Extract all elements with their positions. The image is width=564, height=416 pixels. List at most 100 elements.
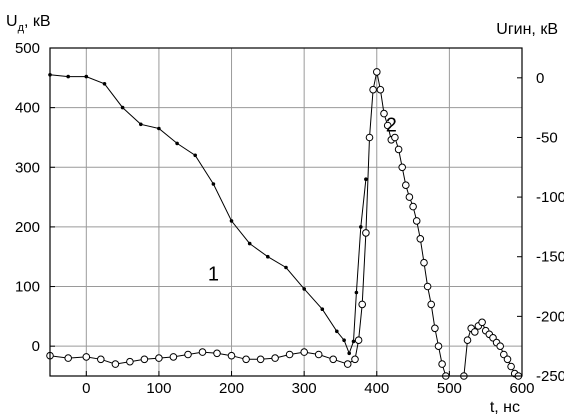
series-2-point <box>398 163 407 172</box>
series-2-point <box>362 229 370 237</box>
series-2-point <box>365 133 374 142</box>
plot-frame <box>49 47 523 377</box>
series-2-point <box>314 350 323 359</box>
series-2-point <box>471 328 479 336</box>
series-2 <box>46 68 523 380</box>
series-2-point <box>64 354 72 362</box>
series-2-point <box>343 360 352 368</box>
y-right-tick-label: -100 <box>536 189 564 206</box>
series-2-point <box>169 353 178 361</box>
y-left-tick-label: 500 <box>15 40 40 57</box>
y-right-tick-label: -150 <box>536 249 564 266</box>
series-2-point <box>369 85 377 94</box>
series-2-line <box>49 71 519 377</box>
series-1-line <box>49 74 367 355</box>
series-2-point <box>431 324 439 333</box>
series-2-point <box>155 354 163 362</box>
series-1-point <box>284 265 288 270</box>
series-2-point <box>463 336 472 345</box>
series-1-point <box>211 182 216 186</box>
y-right-tick-label: 0 <box>536 70 544 87</box>
x-tick-label: 0 <box>82 380 90 397</box>
series-1-point <box>266 254 270 259</box>
series-2-point <box>97 355 105 364</box>
y-left-tick-label: 0 <box>32 338 40 355</box>
series-2-point <box>478 318 486 327</box>
y-left-tick-label: 200 <box>15 219 40 236</box>
series-2-point <box>423 282 432 291</box>
series-2-point <box>405 193 414 201</box>
series-1 <box>48 73 368 356</box>
x-tick-label: 400 <box>364 380 389 397</box>
series-1-point <box>229 219 234 223</box>
series-1-point <box>102 82 107 86</box>
series-2-point <box>351 355 359 364</box>
series-1-point <box>320 307 325 312</box>
series-1-point <box>157 126 161 131</box>
series-1-point <box>335 329 339 334</box>
series-2-point <box>198 348 207 356</box>
series-2-point <box>402 181 410 189</box>
x-ticks: 0 100 200 300 400 500 600 <box>82 371 535 397</box>
series-1-point <box>66 74 70 79</box>
series-2-point <box>256 355 265 364</box>
grid <box>50 47 523 376</box>
series-2-point <box>285 350 294 359</box>
series-2-point <box>242 355 250 364</box>
annotations: 12 <box>208 114 397 285</box>
series-1-point <box>354 290 359 295</box>
y-left-tick-label: 100 <box>15 279 40 296</box>
series-2-point <box>184 350 192 359</box>
x-tick-label: 100 <box>146 380 171 397</box>
series-2-point <box>394 145 403 154</box>
y-right-tick-label: -250 <box>536 368 564 385</box>
annotation-label-1: 1 <box>208 264 219 286</box>
series-2-point <box>496 342 505 351</box>
series-1-point <box>302 287 307 291</box>
series-1-point <box>120 105 125 110</box>
series-1-point <box>347 351 352 356</box>
series-2-point <box>300 348 309 356</box>
series-2-point <box>391 133 399 142</box>
x-tick-label: 600 <box>509 380 534 397</box>
series-1-point <box>351 339 356 344</box>
series-2-point <box>111 360 120 368</box>
series-2-point <box>227 351 236 360</box>
x-tick-label: 300 <box>292 380 317 397</box>
y-right-tick-label: -200 <box>536 308 564 325</box>
series-2-point <box>507 362 515 371</box>
y-left-tick-label: 400 <box>15 100 40 117</box>
series-2-point <box>416 235 425 243</box>
y-left-tick-label: 300 <box>15 159 40 176</box>
annotation-label-2: 2 <box>386 114 397 136</box>
series-2-point <box>82 353 91 361</box>
y-right-tick-label: -50 <box>536 129 558 146</box>
series-1-point <box>139 122 143 127</box>
series-1-point <box>342 338 346 343</box>
series-2-point <box>434 342 443 351</box>
series-2-point <box>329 355 338 364</box>
series-1-point <box>84 74 89 79</box>
series-2-point <box>373 68 381 76</box>
series-2-point <box>420 258 428 267</box>
y-right-ticks: 0 -50 -100 -150 -200 -250 <box>517 70 564 385</box>
series-2-point <box>380 109 388 118</box>
series-2-point <box>126 357 134 366</box>
series-1-point <box>364 177 368 181</box>
y-left-ticks: 0 100 200 300 400 500 <box>15 40 55 355</box>
x-tick-label: 200 <box>219 380 244 397</box>
series-2-point <box>412 217 421 225</box>
x-axis-title: t, нс <box>490 399 520 416</box>
series-2-point <box>213 349 221 358</box>
series-1-point <box>175 141 179 146</box>
series-2-point <box>140 355 149 364</box>
series-2-point <box>503 355 512 364</box>
series-1-point <box>359 225 363 229</box>
series-2-point <box>438 360 446 368</box>
series-1-point <box>247 241 252 246</box>
series-2-point <box>376 85 385 94</box>
y-right-axis-title: Uгин, кВ <box>496 21 558 38</box>
series-2-point <box>354 336 363 345</box>
series-2-point <box>271 354 279 362</box>
